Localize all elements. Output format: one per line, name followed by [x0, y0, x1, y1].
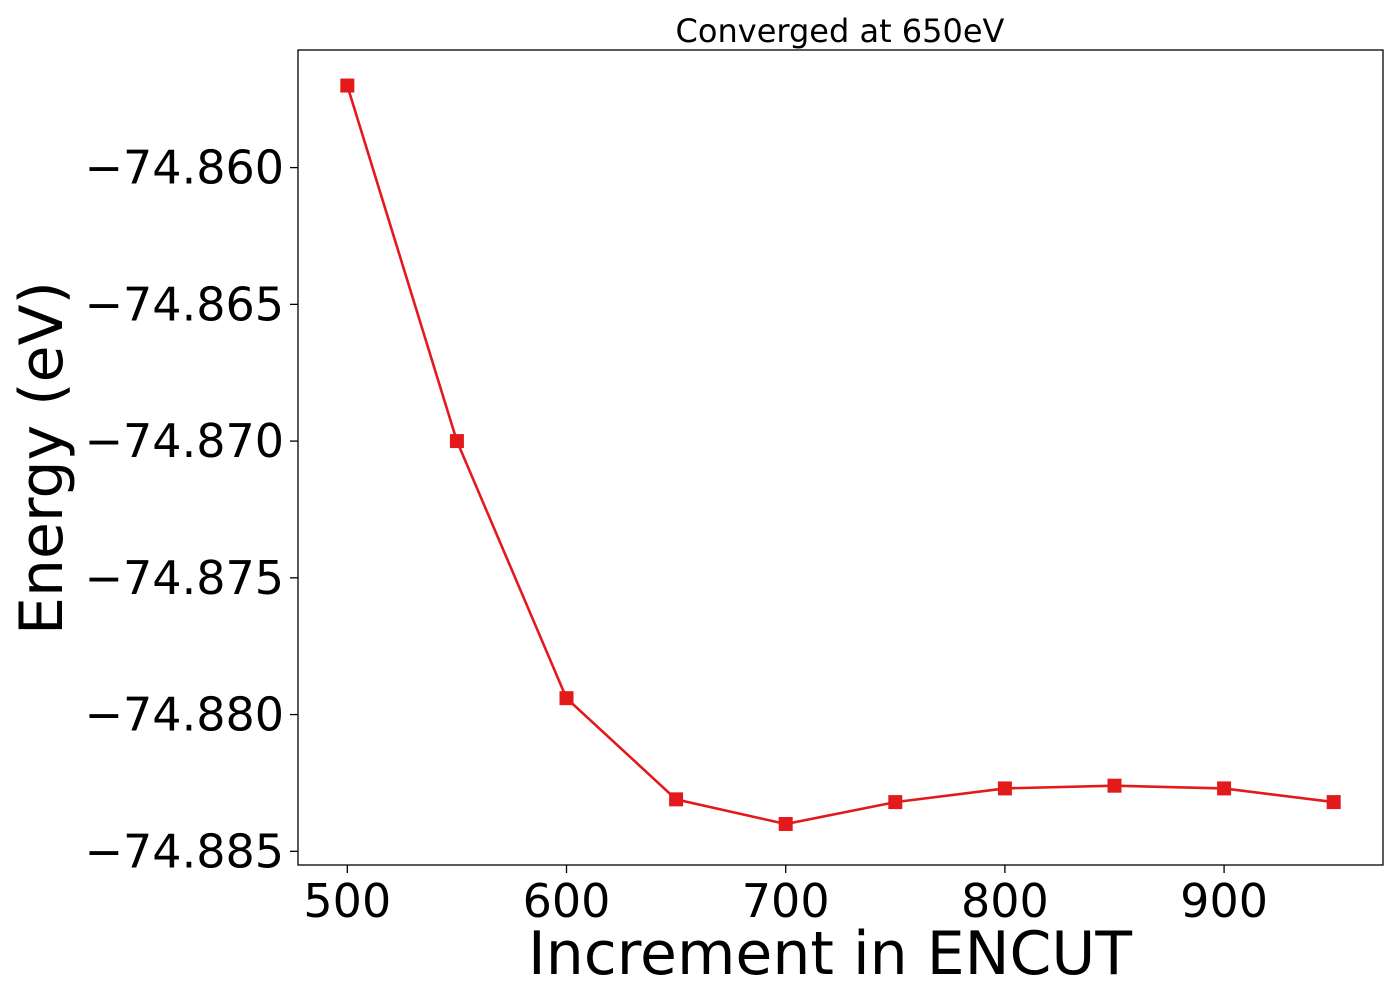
x-tick-label: 800: [961, 874, 1049, 928]
data-point: [559, 691, 574, 706]
chart-title: Converged at 650eV: [676, 12, 1005, 50]
x-axis-label: Increment in ENCUT: [528, 919, 1132, 989]
plot-area: 500 600 700 800 900 −74.860−74.865−74.870−74…: [85, 49, 1384, 928]
x-tick-label: 500: [303, 874, 391, 928]
series-layer: [340, 78, 1341, 831]
plot-frame: [297, 49, 1384, 866]
y-tick-label: −74.880: [85, 688, 285, 742]
x-tick-label: 900: [1180, 874, 1268, 928]
data-point: [340, 78, 355, 93]
y-axis: −74.860 −74.865 −74.870 −74.875 −74.880 −74.8…: [85, 141, 298, 878]
x-tick-label: 700: [742, 874, 830, 928]
y-tick-label: −74.875: [85, 551, 285, 605]
y-axis-label: Energy (eV): [7, 281, 77, 635]
data-point: [1217, 781, 1232, 796]
data-point: [669, 792, 684, 807]
data-point: [1326, 795, 1341, 810]
y-tick-label: −74.865: [85, 277, 285, 331]
x-axis: 500 600 700 800 900: [303, 865, 1268, 928]
y-tick-label: −74.870: [85, 414, 285, 468]
data-point: [449, 434, 464, 449]
data-point: [888, 795, 903, 810]
data-point: [1107, 778, 1122, 793]
series-line: [346, 85, 1334, 826]
data-point: [778, 816, 793, 831]
y-tick-label: −74.885: [85, 824, 285, 878]
data-point: [997, 781, 1012, 796]
y-tick-label: −74.860: [85, 141, 285, 195]
x-tick-label: 600: [523, 874, 611, 928]
